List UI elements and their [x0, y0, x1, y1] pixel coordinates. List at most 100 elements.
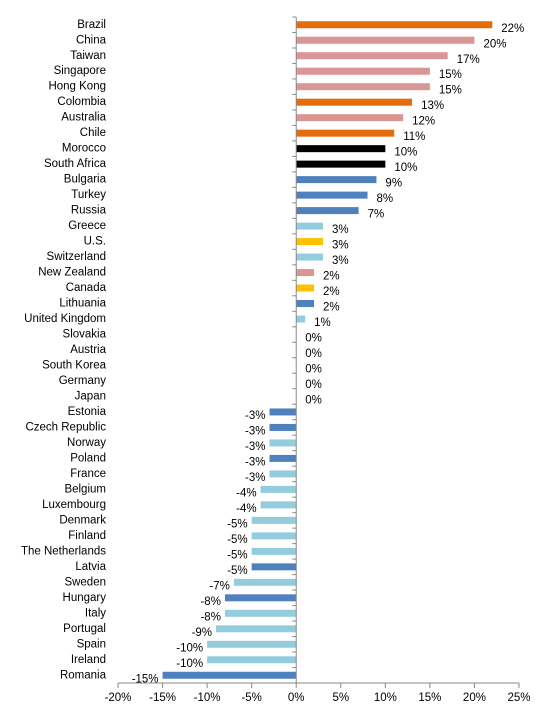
- category-label: Spain: [77, 638, 106, 650]
- value-label: -3%: [245, 425, 265, 437]
- value-label: 2%: [323, 271, 340, 283]
- bar: [296, 36, 475, 44]
- category-label: South Africa: [44, 158, 107, 170]
- value-label: 2%: [323, 302, 340, 314]
- bar: [296, 129, 395, 137]
- bar: [296, 52, 448, 60]
- bar: [260, 485, 297, 493]
- value-label: -3%: [245, 456, 265, 468]
- bar: [260, 501, 297, 509]
- value-label: 3%: [332, 224, 349, 236]
- bar: [296, 284, 315, 292]
- value-label: 17%: [457, 54, 480, 66]
- x-tick-label: 5%: [332, 692, 349, 704]
- x-tick-label: 20%: [463, 692, 486, 704]
- value-label: 12%: [412, 116, 435, 128]
- bar: [296, 160, 386, 168]
- value-label: 0%: [305, 394, 322, 406]
- value-label: 9%: [385, 178, 402, 190]
- value-label: 0%: [305, 364, 322, 376]
- category-label: Norway: [67, 437, 106, 449]
- bar: [296, 114, 404, 122]
- bar: [296, 253, 323, 261]
- bar: [296, 315, 306, 323]
- category-label: Sweden: [64, 576, 106, 588]
- bar: [269, 454, 297, 462]
- category-label: Latvia: [75, 561, 106, 573]
- value-label: -3%: [245, 472, 265, 484]
- bar: [296, 98, 413, 106]
- value-label: -4%: [236, 487, 256, 499]
- value-label: -3%: [245, 441, 265, 453]
- bar: [269, 408, 297, 416]
- x-tick-label: 10%: [374, 692, 397, 704]
- value-label: -15%: [132, 673, 159, 685]
- category-label: Austria: [70, 344, 106, 356]
- value-label: -5%: [227, 549, 247, 561]
- category-label: Czech Republic: [25, 421, 106, 433]
- category-label: Hong Kong: [48, 81, 106, 93]
- bar: [296, 238, 323, 246]
- bar: [162, 671, 297, 679]
- category-label: Portugal: [63, 623, 106, 635]
- value-label: 8%: [377, 193, 394, 205]
- value-label: -10%: [176, 658, 203, 670]
- value-label: 0%: [305, 333, 322, 345]
- bar: [251, 563, 297, 571]
- bar: [269, 423, 297, 431]
- category-label: Bulgaria: [64, 174, 107, 186]
- value-label: 2%: [323, 286, 340, 298]
- category-label: Canada: [66, 282, 107, 294]
- bar: [269, 439, 297, 447]
- bar: [296, 21, 493, 29]
- value-label: 22%: [501, 23, 524, 35]
- category-label: Finland: [68, 530, 106, 542]
- bar: [296, 67, 430, 75]
- category-label: Belgium: [64, 483, 106, 495]
- x-tick-label: 0%: [288, 692, 305, 704]
- value-label: -8%: [200, 596, 220, 608]
- category-label: Ireland: [71, 654, 106, 666]
- category-label: United Kingdom: [24, 313, 106, 325]
- category-label: Romania: [60, 669, 107, 681]
- category-label: Turkey: [71, 189, 106, 201]
- category-label: Taiwan: [70, 50, 106, 62]
- bar: [251, 532, 297, 540]
- category-label: Japan: [75, 390, 106, 402]
- category-label: Russia: [71, 205, 107, 217]
- x-tick-label: -10%: [194, 692, 221, 704]
- category-label: Australia: [61, 112, 106, 124]
- value-label: 11%: [403, 131, 425, 143]
- category-label: Lithuania: [59, 298, 106, 310]
- category-label: Singapore: [54, 65, 106, 77]
- value-label: 7%: [368, 209, 385, 221]
- category-label: Poland: [70, 452, 106, 464]
- x-tick-label: -5%: [241, 692, 261, 704]
- category-label: Denmark: [59, 514, 106, 526]
- category-label: Germany: [59, 375, 107, 387]
- category-label: China: [76, 34, 107, 46]
- value-label: -4%: [236, 503, 256, 515]
- bar: [251, 547, 297, 555]
- bar: [269, 470, 297, 478]
- category-label: New Zealand: [38, 267, 106, 279]
- category-label: Colombia: [57, 96, 106, 108]
- bar: [224, 594, 297, 602]
- bar: [296, 176, 377, 184]
- value-label: 15%: [439, 85, 462, 97]
- value-label: 13%: [421, 100, 444, 112]
- bar: [296, 207, 359, 215]
- value-label: -8%: [200, 611, 220, 623]
- value-label: 10%: [394, 162, 417, 174]
- category-label: Chile: [80, 127, 106, 139]
- value-label: 10%: [394, 147, 417, 159]
- category-label: France: [70, 468, 106, 480]
- value-label: -9%: [192, 627, 212, 639]
- bar: [296, 269, 315, 277]
- category-label: Hungary: [63, 592, 107, 604]
- bar: [296, 222, 323, 230]
- value-label: -10%: [176, 642, 203, 654]
- x-tick-label: 15%: [418, 692, 441, 704]
- bar: [233, 578, 297, 586]
